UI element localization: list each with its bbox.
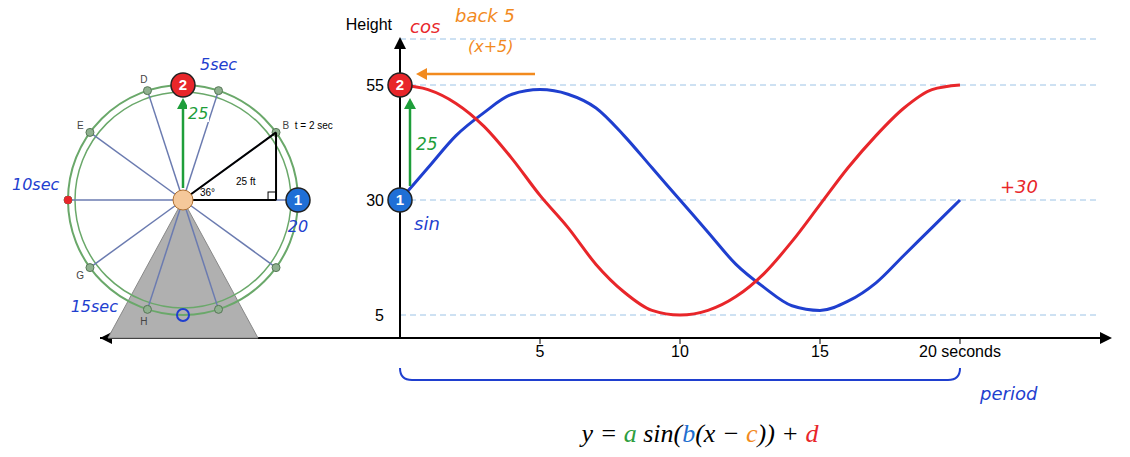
svg-text:25: 25 bbox=[188, 104, 208, 123]
svg-text:cos: cos bbox=[410, 16, 440, 37]
svg-text:(x+5): (x+5) bbox=[468, 37, 514, 56]
svg-text:2: 2 bbox=[396, 76, 404, 93]
svg-text:1: 1 bbox=[294, 191, 302, 208]
svg-text:20: 20 bbox=[288, 217, 308, 236]
svg-text:5: 5 bbox=[536, 343, 545, 360]
svg-text:H: H bbox=[140, 316, 147, 327]
svg-text:+30: +30 bbox=[1000, 176, 1038, 197]
svg-text:20 seconds: 20 seconds bbox=[919, 343, 1001, 360]
svg-text:B: B bbox=[282, 120, 289, 131]
svg-text:back 5: back 5 bbox=[455, 5, 515, 26]
svg-text:10: 10 bbox=[671, 343, 689, 360]
svg-text:36°: 36° bbox=[200, 187, 215, 198]
svg-text:2: 2 bbox=[179, 76, 187, 93]
svg-text:15: 15 bbox=[811, 343, 829, 360]
svg-text:55: 55 bbox=[366, 77, 384, 94]
svg-text:period: period bbox=[979, 383, 1038, 404]
svg-text:5: 5 bbox=[375, 307, 384, 324]
svg-text:5sec: 5sec bbox=[200, 55, 237, 74]
svg-text:G: G bbox=[76, 270, 84, 281]
svg-text:sin: sin bbox=[414, 213, 440, 234]
svg-text:25 ft: 25 ft bbox=[236, 176, 256, 187]
svg-text:30: 30 bbox=[366, 192, 384, 209]
svg-text:1: 1 bbox=[396, 191, 404, 208]
svg-text:25: 25 bbox=[416, 134, 438, 154]
svg-text:10sec: 10sec bbox=[12, 175, 60, 194]
svg-text:Height: Height bbox=[346, 16, 393, 33]
svg-text:D: D bbox=[140, 74, 147, 85]
svg-text:y = a sin(b(x − c)) + d: y = a sin(b(x − c)) + d bbox=[579, 419, 820, 448]
svg-text:E: E bbox=[77, 120, 84, 131]
svg-text:15sec: 15sec bbox=[71, 297, 119, 316]
svg-text:t = 2 sec: t = 2 sec bbox=[295, 120, 333, 131]
